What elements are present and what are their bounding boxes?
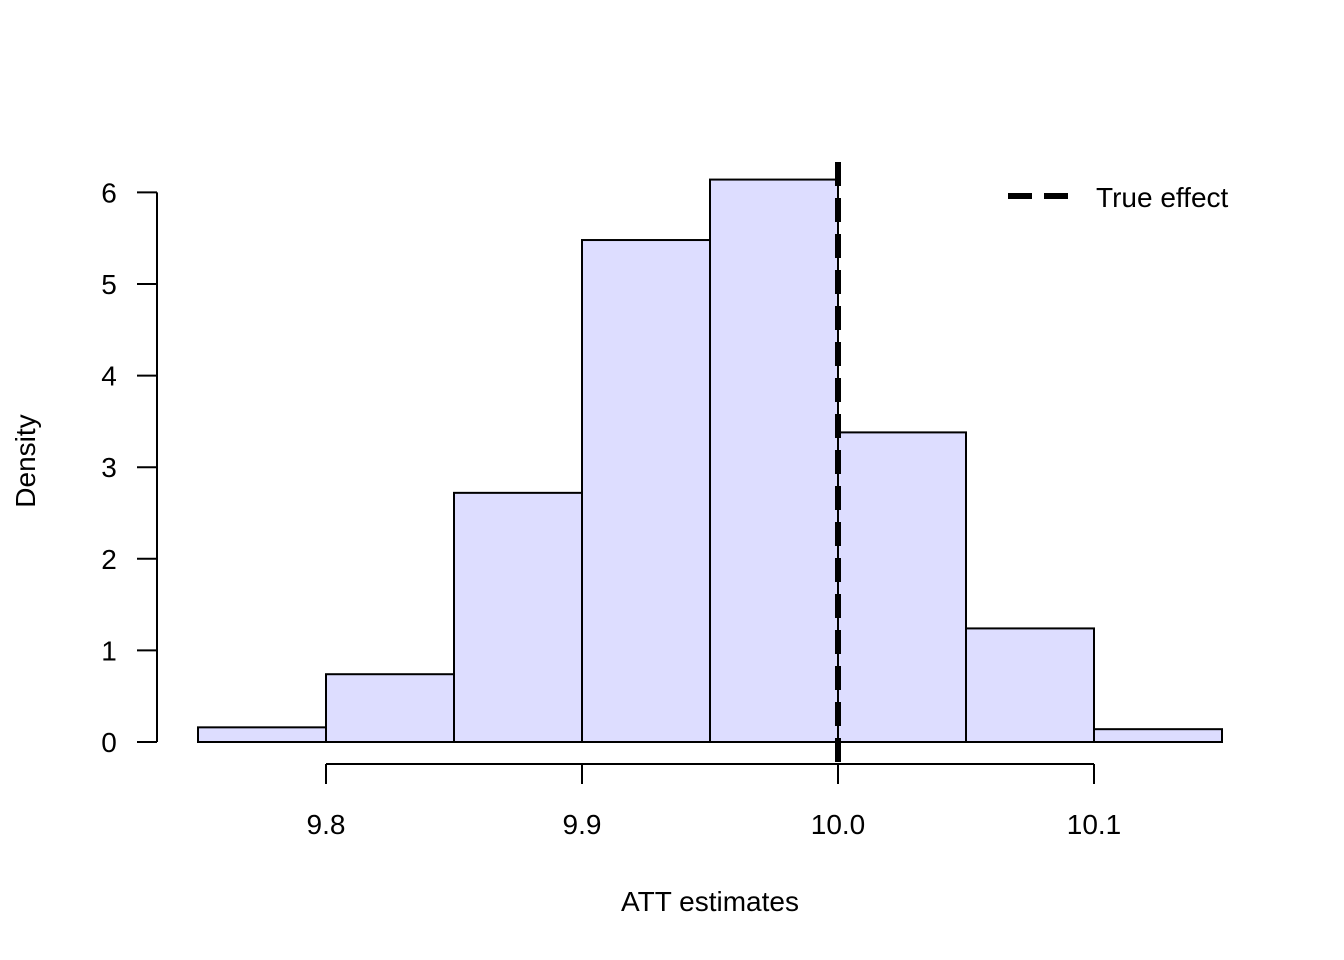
x-axis-title: ATT estimates [621, 886, 799, 917]
histogram-bar [965, 627, 1095, 744]
histogram-bar [453, 491, 583, 743]
legend-label-true-effect: True effect [1096, 182, 1229, 213]
histogram-bar [1093, 728, 1223, 744]
histogram-bars [197, 178, 1223, 744]
histogram-bar [837, 431, 967, 743]
y-tick-label: 4 [101, 361, 117, 392]
y-tick-label: 6 [101, 177, 117, 208]
y-tick-label: 2 [101, 544, 117, 575]
y-axis: 0 1 2 3 4 5 6 [101, 177, 158, 758]
histogram-bar [581, 239, 711, 743]
x-tick-label: 10.1 [1067, 809, 1122, 840]
x-tick-label: 9.9 [563, 809, 602, 840]
y-tick-label: 1 [101, 635, 117, 666]
y-tick-label: 0 [101, 727, 117, 758]
x-tick-label: 10.0 [811, 809, 866, 840]
histogram-bar [197, 726, 327, 743]
histogram-bar [709, 178, 839, 744]
x-axis: 9.8 9.9 10.0 10.1 [307, 763, 1122, 840]
histogram-bar [325, 673, 455, 743]
x-tick-label: 9.8 [307, 809, 346, 840]
legend: True effect [1008, 182, 1229, 213]
y-tick-label: 3 [101, 452, 117, 483]
y-tick-label: 5 [101, 269, 117, 300]
y-axis-title: Density [10, 414, 41, 507]
